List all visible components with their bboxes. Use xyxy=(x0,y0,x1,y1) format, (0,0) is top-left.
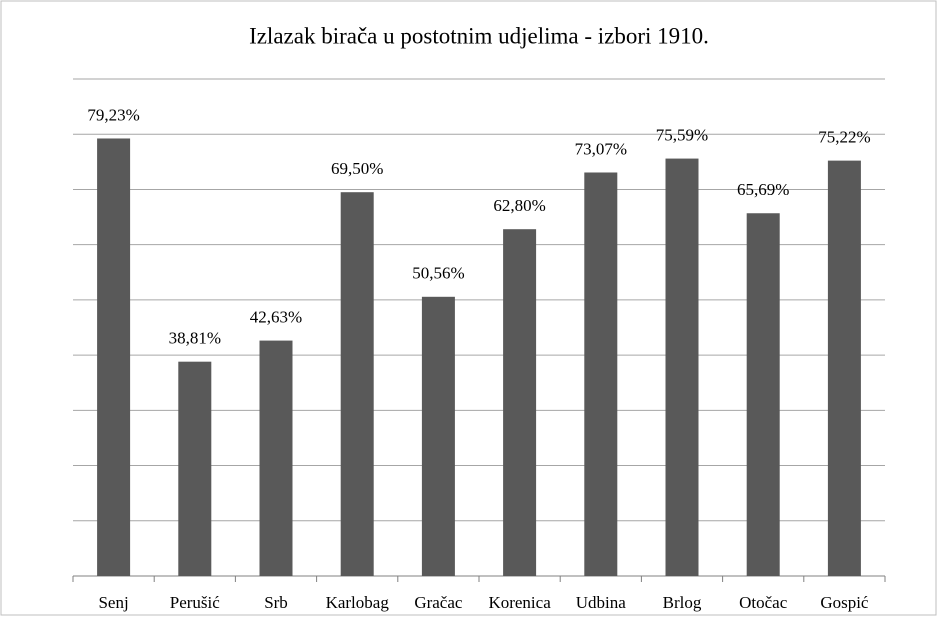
data-label: 73,07% xyxy=(575,139,627,158)
bar xyxy=(340,192,374,576)
x-tick-label: Otočac xyxy=(739,593,788,612)
x-tick-label: Perušić xyxy=(170,593,221,612)
data-label: 75,22% xyxy=(818,128,870,147)
x-tick-label: Korenica xyxy=(488,593,551,612)
x-tick-label: Srb xyxy=(264,593,288,612)
data-label: 69,50% xyxy=(331,159,383,178)
bar xyxy=(421,296,455,576)
bar xyxy=(503,229,537,576)
data-label: 75,59% xyxy=(656,125,708,144)
bar xyxy=(97,138,131,576)
data-label: 79,23% xyxy=(87,105,139,124)
bar xyxy=(584,172,618,577)
x-tick-label: Gračac xyxy=(414,593,463,612)
data-label: 38,81% xyxy=(169,329,221,348)
bar xyxy=(665,158,699,576)
bar xyxy=(259,340,293,576)
bar xyxy=(178,361,212,576)
data-label: 42,63% xyxy=(250,307,302,326)
data-label: 62,80% xyxy=(493,196,545,215)
x-tick-label: Brlog xyxy=(663,593,702,612)
bar xyxy=(827,160,861,576)
chart-title: Izlazak birača u postotnim udjelima - iz… xyxy=(249,23,709,48)
bar xyxy=(746,213,780,576)
x-tick-label: Karlobag xyxy=(326,593,390,612)
x-tick-label: Udbina xyxy=(576,593,627,612)
x-tick-label: Senj xyxy=(98,593,128,612)
data-label: 65,69% xyxy=(737,180,789,199)
data-label: 50,56% xyxy=(412,264,464,283)
x-tick-label: Gospić xyxy=(820,593,869,612)
